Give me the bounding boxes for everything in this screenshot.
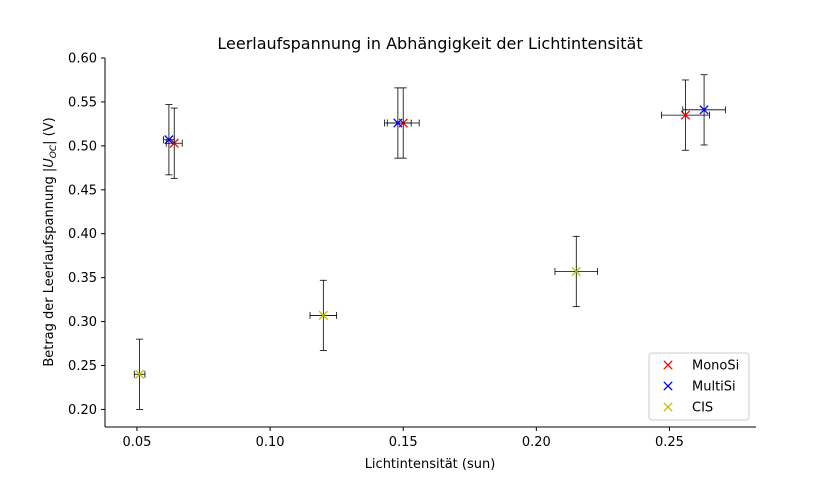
series-monosi [165, 79, 710, 179]
y-axis-label-prefix: Betrag der Leerlaufspannung | [42, 168, 57, 367]
x-tick-label: 0.05 [122, 435, 151, 450]
legend: MonoSi MultiSi CIS [648, 352, 750, 421]
y-ticks: 0.20 0.25 0.30 0.35 0.40 0.45 0.50 0.55 0.60 [68, 52, 105, 418]
legend-label: CIS [692, 401, 713, 416]
series-cis [133, 235, 598, 410]
y-tick-label: 0.30 [68, 315, 97, 330]
legend-frame [648, 352, 750, 421]
legend-marker [663, 402, 673, 412]
legend-label: MonoSi [692, 359, 739, 374]
y-tick-label: 0.35 [68, 271, 97, 286]
series-multisi [163, 74, 726, 176]
data-point [134, 369, 145, 379]
y-axis-label-suffix: | (V) [42, 117, 57, 145]
legend-label: MultiSi [692, 380, 736, 395]
data-point [318, 310, 328, 321]
legend-marker [663, 381, 673, 391]
y-tick-label: 0.20 [68, 403, 97, 418]
x-tick-label: 0.25 [655, 435, 684, 450]
y-tick-label: 0.60 [68, 52, 97, 67]
y-tick-label: 0.50 [68, 139, 97, 154]
data-point [699, 105, 709, 115]
x-ticks: 0.05 0.10 0.15 0.20 0.25 [122, 427, 684, 450]
data-point [393, 118, 403, 128]
x-tick-label: 0.15 [389, 435, 418, 450]
x-tick-label: 0.20 [522, 435, 551, 450]
x-tick-label: 0.10 [256, 435, 285, 450]
y-axis-label: Betrag der Leerlaufspannung |UOC| (V) [42, 117, 59, 366]
y-axis-label-var: U [42, 158, 57, 168]
chart-title: Leerlaufspannung in Abhängigkeit der Lic… [217, 34, 642, 53]
data-point [164, 135, 174, 145]
y-axis-label-sub: OC [49, 144, 59, 158]
data-point [571, 266, 581, 277]
legend-marker [663, 360, 673, 370]
y-tick-label: 0.45 [68, 183, 97, 198]
y-tick-label: 0.25 [68, 359, 97, 374]
data-point [169, 138, 179, 148]
y-tick-label: 0.40 [68, 227, 97, 242]
x-axis-label: Lichtintensität (sun) [365, 457, 496, 472]
y-tick-label: 0.55 [68, 95, 97, 110]
plot-area [133, 74, 726, 410]
